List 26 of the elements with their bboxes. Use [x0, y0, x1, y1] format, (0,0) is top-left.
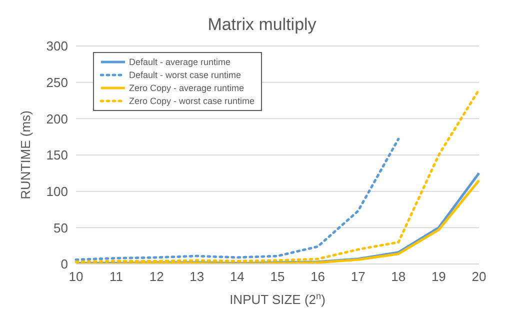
y-axis-title: RUNTIME (ms): [18, 110, 33, 200]
x-tick-label: 12: [149, 269, 164, 284]
y-tick-label: 250: [46, 74, 68, 90]
y-tick-label: 0: [60, 256, 68, 272]
y-tick-label: 100: [46, 184, 68, 199]
y-tick-label: 300: [46, 38, 68, 54]
x-tick-label: 10: [68, 269, 84, 284]
legend-label: Zero Copy - average runtime: [129, 83, 244, 93]
x-axis-title: INPUT SIZE (2$^{n}$): [230, 291, 326, 307]
legend-label: Default - worst case runtime: [129, 70, 242, 80]
x-tick-label: 15: [270, 269, 285, 284]
y-tick-label: 50: [54, 220, 68, 236]
x-tick-label: 18: [391, 269, 406, 284]
x-tick-label: 19: [431, 269, 446, 284]
y-tick-label: 200: [46, 111, 68, 126]
chart-title: Matrix multiply: [208, 15, 317, 34]
line-series: [74, 138, 400, 261]
x-tick-label: 13: [190, 269, 204, 284]
legend-label: Default - average runtime: [129, 57, 231, 67]
x-tick-label: 14: [230, 269, 244, 284]
legend-label: Zero Copy - worst case runtime: [129, 96, 255, 106]
x-tick-label: 11: [110, 269, 124, 284]
x-tick-label: 20: [472, 269, 486, 284]
x-tick-label: 16: [310, 269, 326, 284]
x-tick-label: 17: [350, 269, 366, 284]
y-tick-label: 150: [46, 148, 68, 163]
